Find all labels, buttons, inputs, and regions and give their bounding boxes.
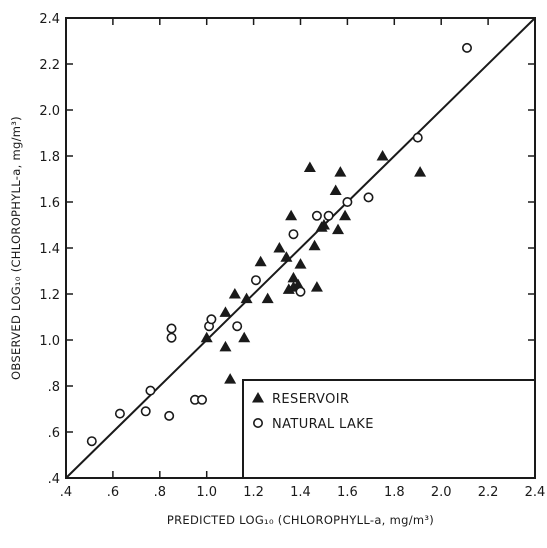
x-tick-label: 1.0 (196, 485, 217, 500)
reservoir-point (219, 340, 232, 352)
reservoir-point (200, 331, 213, 343)
legend-reservoir-label: RESERVOIR (272, 392, 349, 407)
x-tick-label: 1.2 (243, 485, 264, 500)
reservoir-point (414, 166, 427, 177)
y-tick-label: .6 (48, 426, 60, 441)
x-tick-label: 1.4 (290, 485, 311, 500)
reservoir-point (310, 281, 323, 292)
reservoir-point (273, 242, 286, 253)
y-tick-label: 1.6 (39, 196, 60, 211)
reservoir-point (240, 292, 253, 304)
reservoir-point (219, 306, 232, 317)
natural-lake-point (363, 192, 374, 203)
x-tick-label: 1.6 (337, 485, 358, 500)
natural-lake-point (145, 385, 156, 396)
reservoir-point (292, 278, 305, 290)
x-tick-label: 2.4 (525, 485, 546, 500)
natural-lake-point (166, 323, 177, 334)
natural-lake-point (232, 321, 243, 332)
data-points (86, 42, 472, 447)
reservoir-point (329, 184, 342, 195)
y-tick-label: .8 (48, 380, 60, 395)
natural-lake-point (114, 408, 125, 419)
y-tick-label: .4 (48, 472, 60, 487)
natural-lake-point (295, 286, 306, 297)
y-tick-label: 1.2 (39, 288, 60, 303)
reservoir-point (224, 373, 237, 384)
reservoir-point (332, 223, 345, 235)
legend: RESERVOIR NATURAL LAKE (242, 379, 536, 479)
reservoir-point (376, 150, 389, 161)
natural-lake-point (323, 210, 334, 221)
natural-lake-point (197, 394, 208, 405)
natural-lake-point (164, 410, 175, 421)
natural-lake-point (342, 197, 353, 208)
x-tick-label: 2.0 (431, 485, 452, 500)
reservoir-point (334, 166, 347, 177)
legend-natural-lake-label: NATURAL LAKE (272, 417, 374, 432)
reservoir-point (287, 271, 300, 283)
reservoir-point (294, 258, 307, 269)
reservoir-point (228, 288, 241, 299)
reservoir-point (238, 331, 251, 343)
y-tick-label: 2.2 (39, 58, 60, 73)
reservoir-point (339, 209, 352, 221)
x-tick-labels: .4 .6 .8 1.0 1.2 1.4 1.6 1.8 2.0 2.2 2.4 (60, 485, 546, 500)
x-tick-label: .8 (154, 485, 166, 500)
y-tick-label: 1.8 (39, 150, 60, 165)
reservoir-point (280, 251, 293, 262)
x-axis-label: PREDICTED LOG₁₀ (CHLOROPHYLL-a, mg/m³) (167, 513, 434, 527)
reservoir-point (254, 255, 267, 267)
y-tick-labels: .4 .6 .8 1.0 1.2 1.4 1.6 1.8 2.0 2.2 2.4 (39, 12, 60, 487)
x-tick-label: .6 (107, 485, 119, 500)
reservoir-point (285, 209, 298, 221)
y-axis-label: OBSERVED LOG₁₀ (CHLOROPHYLL-a, mg/m³) (9, 116, 23, 380)
reservoir-point (308, 239, 321, 251)
y-tick-label: 1.0 (39, 334, 60, 349)
natural-lake-point (461, 42, 472, 53)
natural-lake-point (206, 314, 217, 325)
natural-lake-point (140, 406, 151, 417)
x-tick-label: 1.8 (384, 485, 405, 500)
natural-lake-point (86, 436, 97, 447)
one-to-one-line (65, 17, 536, 479)
legend-natural-lake-marker (253, 417, 264, 428)
y-tick-label: 1.4 (39, 242, 60, 257)
legend-box (242, 379, 536, 479)
y-tick-label: 2.4 (39, 12, 60, 27)
reservoir-point (303, 161, 316, 172)
natural-lake-point (250, 275, 261, 286)
reference-line (65, 17, 536, 479)
natural-lake-point (166, 332, 177, 343)
natural-lake-point (311, 210, 322, 221)
natural-lake-point (412, 132, 423, 143)
legend-reservoir-marker (252, 392, 264, 403)
reservoir-point (317, 219, 330, 230)
y-tick-label: 2.0 (39, 104, 60, 119)
x-tick-label: 2.2 (478, 485, 499, 500)
x-tick-label: .4 (60, 485, 72, 500)
reservoir-point (261, 292, 274, 304)
natural-lake-point (288, 229, 299, 240)
